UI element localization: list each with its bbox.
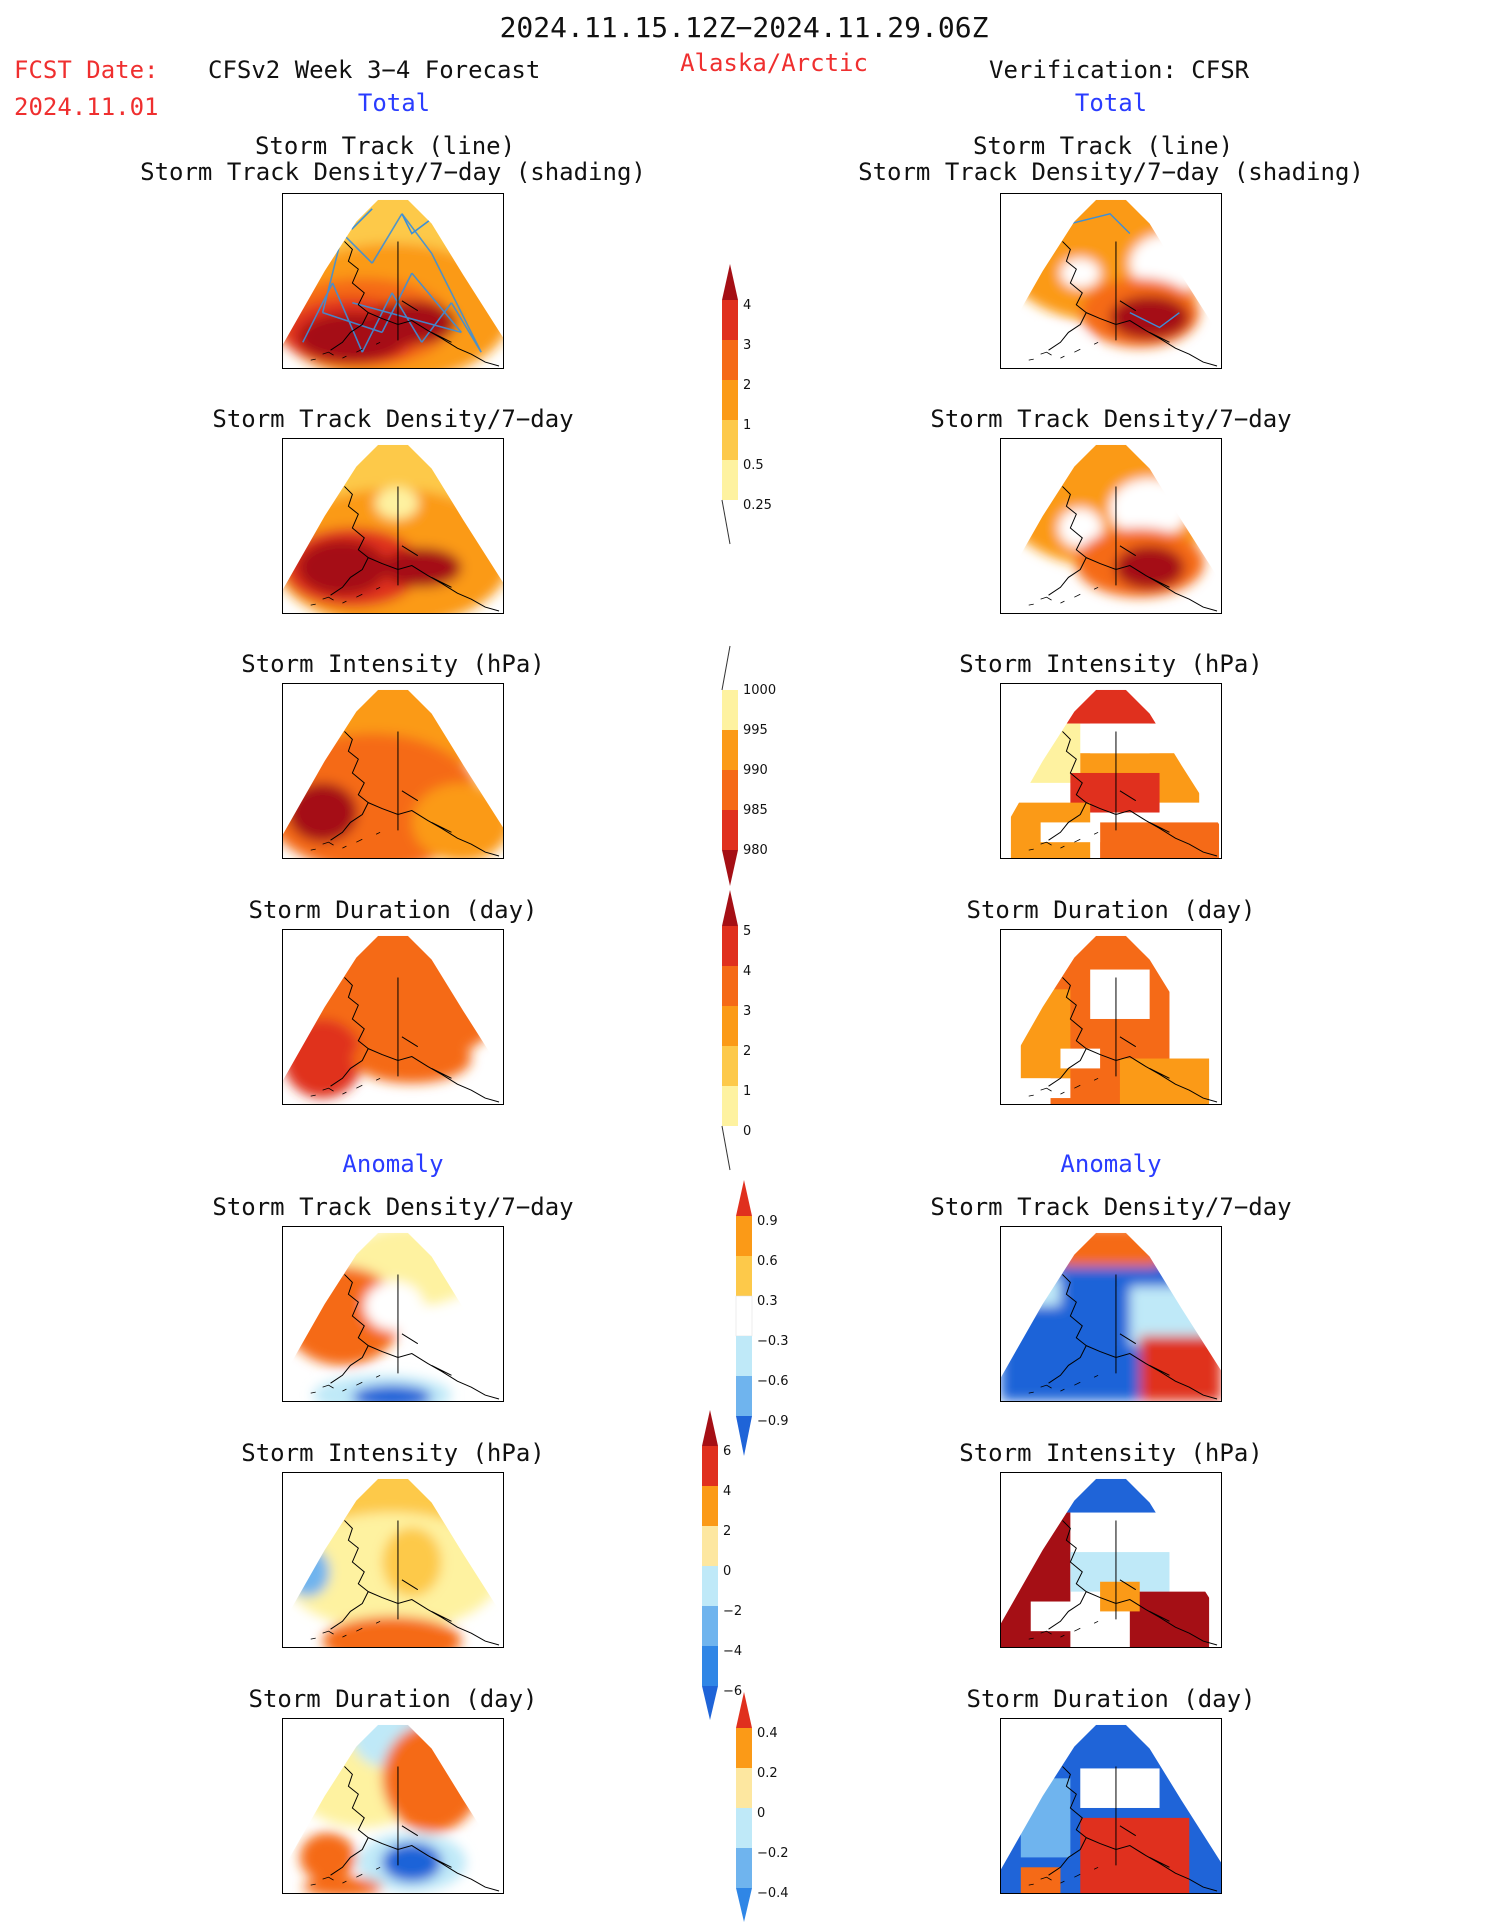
map-fcst-intensity-anomaly: [282, 1472, 504, 1648]
cb-intensity-anom-tick: −4: [723, 1644, 742, 1659]
colorbar-intensity-anomaly: 6 4 2 0 −2 −4 −6: [702, 1410, 762, 1724]
left-total-label: Total: [357, 89, 431, 117]
right-track-line-title: Storm Track (line): [972, 132, 1234, 160]
map-fcst-track-density: [282, 438, 504, 614]
cb-density-anom-tick: −0.3: [757, 1334, 789, 1349]
right-duration-anom-title: Storm Duration (day): [966, 1685, 1256, 1713]
cb-intensity-anom-tick: −2: [723, 1604, 742, 1619]
colorbar-duration: 5 4 3 2 1 0: [721, 890, 782, 1176]
map-cfsr-track-density: [1000, 438, 1222, 614]
cb-duration-anom-tick: 0.2: [757, 1766, 778, 1781]
left-track-line-title: Storm Track (line): [254, 132, 516, 160]
map-fcst-track-density-lines: [282, 193, 504, 369]
left-intensity-anom-title: Storm Intensity (hPa): [241, 1439, 545, 1467]
cb-density-tick: 0.5: [743, 458, 764, 473]
left-density-anom-title: Storm Track Density/7−day: [212, 1193, 574, 1221]
cb-duration-anom-tick: 0.4: [757, 1726, 778, 1741]
map-fcst-duration: [282, 929, 504, 1105]
right-density-title: Storm Track Density/7−day: [930, 405, 1292, 433]
right-density-anom-title: Storm Track Density/7−day: [930, 1193, 1292, 1221]
right-duration-title: Storm Duration (day): [966, 896, 1256, 924]
map-cfsr-duration: [1000, 929, 1222, 1105]
cb-duration-tick: 2: [743, 1044, 751, 1059]
map-cfsr-density-anomaly: [1000, 1226, 1222, 1402]
cb-density-tick: 4: [743, 298, 751, 313]
colorbar-density: 4 3 2 1 0.5 0.25: [721, 264, 782, 550]
right-intensity-title: Storm Intensity (hPa): [959, 650, 1263, 678]
map-cfsr-duration-anomaly: [1000, 1718, 1222, 1894]
right-total-label: Total: [1074, 89, 1148, 117]
cb-intensity-anom-tick: 2: [723, 1524, 731, 1539]
left-anomaly-label: Anomaly: [342, 1150, 444, 1178]
left-density-title: Storm Track Density/7−day: [212, 405, 574, 433]
map-cfsr-intensity-anomaly: [1000, 1472, 1222, 1648]
left-track-shading-title: Storm Track Density/7−day (shading): [140, 158, 646, 186]
cb-intensity-tick: 985: [743, 803, 768, 818]
left-duration-anom-title: Storm Duration (day): [248, 1685, 538, 1713]
cb-duration-tick: 1: [743, 1084, 751, 1099]
map-cfsr-track-density-lines: [1000, 193, 1222, 369]
cb-intensity-anom-tick: 0: [723, 1564, 731, 1579]
cb-duration-anom-tick: −0.4: [757, 1886, 789, 1901]
map-fcst-duration-anomaly: [282, 1718, 504, 1894]
model-title: CFSv2 Week 3−4 Forecast: [208, 56, 541, 84]
cb-duration-tick: 3: [743, 1004, 751, 1019]
cb-density-tick: 3: [743, 338, 751, 353]
cb-intensity-tick: 995: [743, 723, 768, 738]
right-anomaly-label: Anomaly: [1060, 1150, 1162, 1178]
cb-duration-anom-tick: −0.2: [757, 1846, 789, 1861]
cb-density-anom-tick: −0.9: [757, 1414, 789, 1429]
left-duration-title: Storm Duration (day): [248, 896, 538, 924]
date-range-title: 2024.11.15.12Z−2024.11.29.06Z: [499, 11, 989, 44]
colorbar-intensity: 1000 995 990 985 980: [721, 645, 782, 890]
cb-density-anom-tick: 0.3: [757, 1294, 778, 1309]
cb-density-tick: 0.25: [743, 498, 772, 513]
colorbar-density-anomaly: 0.9 0.6 0.3 −0.3 −0.6 −0.9: [735, 1180, 796, 1464]
cb-intensity-anom-tick: 4: [723, 1484, 731, 1499]
cb-density-anom-tick: 0.6: [757, 1254, 778, 1269]
map-fcst-intensity: [282, 683, 504, 859]
cb-density-anom-tick: −0.6: [757, 1374, 789, 1389]
fcst-date-label: FCST Date:: [14, 56, 159, 84]
cb-duration-tick: 0: [743, 1124, 751, 1139]
left-intensity-title: Storm Intensity (hPa): [241, 650, 545, 678]
cb-duration-tick: 5: [743, 924, 751, 939]
cb-density-tick: 2: [743, 378, 751, 393]
region-title: Alaska/Arctic: [680, 49, 868, 77]
cb-density-tick: 1: [743, 418, 751, 433]
right-intensity-anom-title: Storm Intensity (hPa): [959, 1439, 1263, 1467]
cb-intensity-tick: 980: [743, 843, 768, 858]
cb-duration-anom-tick: 0: [757, 1806, 765, 1821]
cb-intensity-tick: 990: [743, 763, 768, 778]
cb-intensity-anom-tick: 6: [723, 1444, 731, 1459]
colorbar-duration-anomaly: 0.4 0.2 0 −0.2 −0.4: [736, 1692, 796, 1928]
map-cfsr-intensity: [1000, 683, 1222, 859]
cb-intensity-anom-tick: −6: [723, 1684, 742, 1699]
right-track-shading-title: Storm Track Density/7−day (shading): [858, 158, 1364, 186]
cb-duration-tick: 4: [743, 964, 751, 979]
cb-density-anom-tick: 0.9: [757, 1214, 778, 1229]
map-fcst-density-anomaly: [282, 1226, 504, 1402]
cb-intensity-tick: 1000: [743, 683, 776, 698]
verification-title: Verification: CFSR: [989, 56, 1250, 84]
fcst-date-value: 2024.11.01: [14, 93, 159, 121]
